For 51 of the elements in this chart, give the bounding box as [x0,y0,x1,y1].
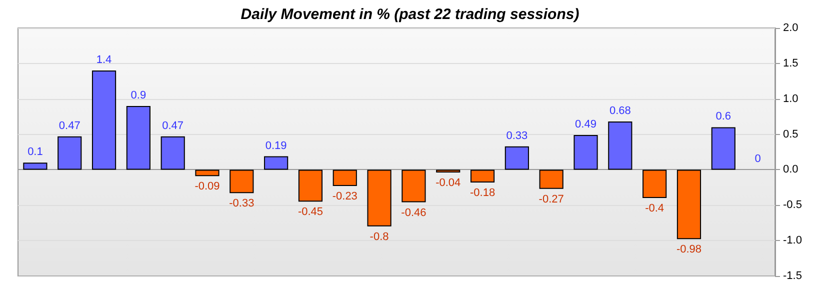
data-label: -0.27 [538,193,564,206]
data-label: 1.4 [96,54,112,66]
data-label: -0.46 [401,206,426,219]
bar [160,136,185,170]
bar [574,134,598,170]
bar [195,170,220,176]
bar [711,127,736,170]
bar [23,162,48,170]
y-tick-label: -1.0 [783,234,802,247]
bar [539,170,564,189]
y-tick-label: 1.5 [783,57,798,70]
data-label: -0.8 [370,230,389,243]
data-label: -0.09 [194,180,220,193]
bar [58,136,82,170]
y-tick-label: 0.5 [783,128,798,140]
bar [332,170,357,186]
chart-title: Daily Movement in % (past 22 trading sessions) [240,6,580,23]
bar [367,170,392,226]
y-tick-label: 2.0 [783,22,798,34]
bar [92,70,116,170]
bar [230,170,254,194]
data-label: 0.49 [575,118,596,130]
data-label: 0.33 [506,130,528,142]
bar [642,170,667,198]
data-label: -0.4 [645,202,664,215]
bar [264,156,288,170]
bar [504,146,529,170]
y-tick-label: -0.5 [783,199,802,212]
bar [470,170,495,182]
data-label: -0.45 [298,206,324,218]
bar [298,170,323,202]
data-label: 0.19 [265,140,287,152]
data-label: 0.47 [58,120,80,132]
data-label: 0.9 [130,89,146,102]
data-label: -0.33 [229,198,254,210]
data-label: -0.18 [470,186,496,199]
data-label: -0.98 [676,244,702,256]
data-label: 0.68 [609,105,631,118]
bar [608,122,632,170]
bar [126,106,150,170]
y-tick-label: 0.0 [783,164,798,176]
data-label: 0.6 [716,110,732,123]
data-label: 0 [754,153,761,166]
bar [402,170,426,202]
data-label: -0.04 [436,177,461,190]
y-tick-label: 1.0 [783,92,798,105]
data-label: -0.23 [332,190,358,203]
bar [676,170,702,240]
data-label: 0.1 [28,146,43,158]
data-label: 0.47 [162,120,184,132]
y-tick-label: -1.5 [783,270,802,282]
